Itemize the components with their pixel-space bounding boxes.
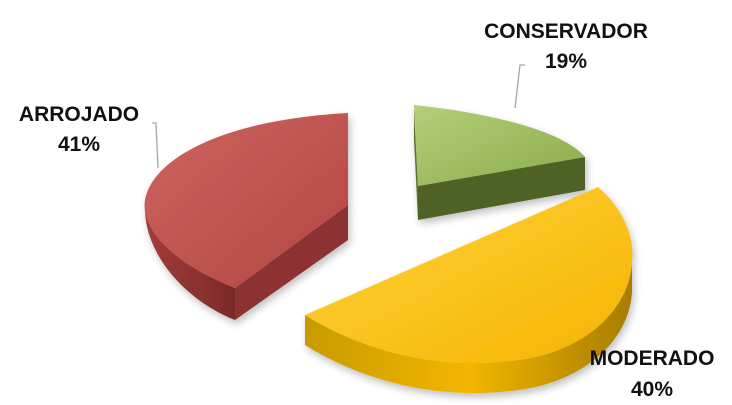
leader-line-conservador [514,64,525,109]
slice-conservador-top [414,105,585,186]
slice-arrojado [144,113,348,320]
slice-conservador-side [418,157,585,220]
slice-moderado-side [305,262,632,394]
label-arrojado: ARROJADO [19,103,139,126]
slice-moderado-top [305,187,633,364]
label-conservador: CONSERVADOR [484,20,648,43]
slice-arrojado-top [144,113,348,288]
slice-moderado [305,187,633,394]
label-moderado: MODERADO [590,347,715,370]
leader-line-arrojado [152,122,159,169]
value-conservador: 19% [545,50,587,73]
slice-arrojado-inner-side [235,205,348,320]
slice-conservador [414,105,585,220]
value-moderado: 40% [631,378,673,401]
value-arrojado: 41% [58,133,100,156]
slice-conservador-left-side [414,108,418,220]
